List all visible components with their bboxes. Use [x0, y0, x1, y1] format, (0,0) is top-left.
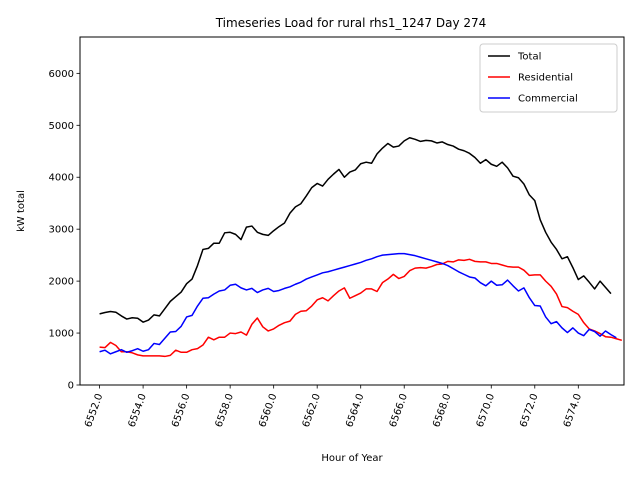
y-tick-label: 6000	[49, 69, 74, 80]
legend-label-residential: Residential	[518, 73, 573, 84]
x-axis-label: Hour of Year	[321, 453, 383, 464]
series-line-residential	[99, 258, 623, 358]
y-axis: 0 1000 2000 3000 4000 5000 6000	[49, 69, 80, 392]
legend-label-total: Total	[517, 52, 541, 63]
y-tick-label: 4000	[49, 173, 74, 184]
plot-frame	[79, 36, 625, 386]
y-tick-label: 3000	[49, 225, 74, 236]
legend-box	[479, 43, 618, 113]
series-line-commercial	[99, 252, 617, 355]
chart-title: Timeseries Load for rural rhs1_1247 Day …	[215, 16, 487, 30]
series-layer	[99, 137, 623, 358]
legend-label-commercial: Commercial	[518, 94, 578, 105]
legend: Total Residential Commercial	[479, 43, 618, 113]
y-tick-label: 0	[68, 381, 74, 392]
y-tick-label: 2000	[49, 277, 74, 288]
y-axis-label: kW total	[16, 190, 27, 232]
y-tick-label: 5000	[49, 121, 74, 132]
series-line-total	[99, 137, 612, 323]
y-tick-label: 1000	[49, 329, 74, 340]
